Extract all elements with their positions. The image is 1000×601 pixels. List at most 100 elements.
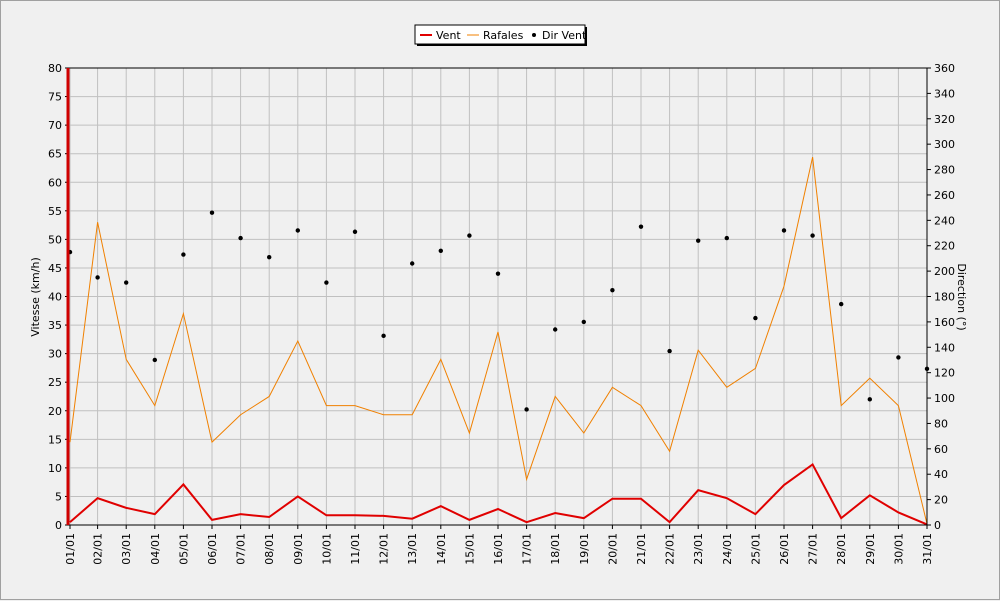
point-dir-vent bbox=[581, 319, 586, 325]
series-vent bbox=[69, 462, 928, 526]
legend-label-dir-vent: Dir Vent bbox=[542, 29, 587, 42]
y2-tick-label: 280 bbox=[934, 164, 955, 177]
point-dir-vent bbox=[753, 315, 758, 321]
series-layer bbox=[67, 157, 930, 526]
y2-tick-label: 340 bbox=[934, 87, 955, 100]
x-tick-label: 01/01 bbox=[64, 533, 77, 565]
y2-tick-label: 100 bbox=[934, 392, 955, 405]
x-tick-label: 17/01 bbox=[521, 533, 534, 565]
x-tick-label: 10/01 bbox=[320, 533, 333, 565]
x-tick-label: 15/01 bbox=[463, 533, 476, 565]
y-tick-label: 20 bbox=[48, 405, 62, 418]
x-tick-label: 13/01 bbox=[406, 533, 419, 565]
point-dir-vent bbox=[553, 327, 558, 332]
point-dir-vent bbox=[352, 229, 358, 234]
series-dir-vent bbox=[67, 210, 930, 412]
point-dir-vent bbox=[209, 210, 215, 215]
x-tick-label: 14/01 bbox=[435, 533, 448, 565]
point-dir-vent bbox=[467, 233, 472, 238]
point-dir-vent bbox=[295, 228, 300, 233]
y2-tick-label: 260 bbox=[934, 189, 955, 202]
point-dir-vent bbox=[896, 355, 901, 360]
y2-tick-label: 220 bbox=[934, 240, 955, 253]
y-tick-label: 0 bbox=[55, 519, 62, 532]
y2-tick-label: 120 bbox=[934, 367, 955, 380]
x-tick-label: 22/01 bbox=[664, 533, 677, 565]
y-tick-label: 50 bbox=[48, 233, 62, 246]
legend-swatch-dir-vent bbox=[532, 33, 536, 37]
x-tick-label: 23/01 bbox=[692, 533, 705, 565]
y-tick-label: 80 bbox=[48, 62, 62, 75]
x-tick-label: 21/01 bbox=[635, 533, 648, 565]
x-tick-label: 11/01 bbox=[349, 533, 362, 565]
x-tick-label: 25/01 bbox=[749, 533, 762, 565]
y-tick-label: 5 bbox=[55, 490, 62, 503]
point-dir-vent bbox=[696, 238, 701, 243]
point-dir-vent bbox=[95, 275, 100, 280]
y-tick-label: 40 bbox=[48, 291, 62, 304]
x-tick-label: 20/01 bbox=[606, 533, 619, 565]
y-tick-label: 35 bbox=[48, 319, 62, 332]
point-dir-vent bbox=[638, 224, 644, 229]
y-tick-label: 75 bbox=[48, 91, 62, 104]
point-dir-vent bbox=[667, 348, 672, 354]
x-tick-label: 28/01 bbox=[835, 533, 848, 565]
y2-tick-label: 240 bbox=[934, 214, 955, 227]
y-tick-label: 70 bbox=[48, 119, 62, 132]
y2-axis-label: Direction (°) bbox=[955, 263, 968, 330]
point-dir-vent bbox=[810, 233, 815, 238]
y2-tick-label: 80 bbox=[934, 417, 948, 430]
x-tick-label: 05/01 bbox=[177, 533, 190, 565]
y-tick-label: 30 bbox=[48, 348, 62, 361]
series-line-rafales bbox=[69, 157, 928, 524]
x-tick-label: 31/01 bbox=[921, 533, 934, 565]
point-dir-vent bbox=[267, 254, 272, 260]
y-tick-label: 60 bbox=[48, 176, 62, 189]
y-tick-label: 55 bbox=[48, 205, 62, 218]
y2-tick-label: 20 bbox=[934, 494, 948, 507]
y2-tick-label: 140 bbox=[934, 341, 955, 354]
point-dir-vent bbox=[238, 235, 243, 241]
x-tick-label: 26/01 bbox=[778, 533, 791, 565]
point-dir-vent bbox=[438, 248, 443, 253]
point-dir-vent bbox=[324, 280, 329, 285]
point-dir-vent bbox=[381, 333, 386, 339]
y-tick-label: 65 bbox=[48, 148, 62, 161]
x-tick-label: 09/01 bbox=[292, 533, 305, 565]
x-tick-label: 16/01 bbox=[492, 533, 505, 565]
x-tick-label: 29/01 bbox=[864, 533, 877, 565]
point-dir-vent bbox=[839, 301, 844, 307]
point-dir-vent bbox=[495, 271, 501, 276]
y-tick-label: 15 bbox=[48, 433, 62, 446]
x-tick-label: 02/01 bbox=[92, 533, 105, 565]
y-tick-label: 45 bbox=[48, 262, 62, 275]
point-dir-vent bbox=[781, 228, 787, 233]
y2-tick-label: 200 bbox=[934, 265, 955, 278]
point-dir-vent bbox=[124, 280, 129, 285]
y2-tick-label: 160 bbox=[934, 316, 955, 329]
x-axis: 01/01 02/01 03/01 04/01 05/01 06/01 07/01 08/01… bbox=[64, 525, 934, 565]
x-tick-label: 03/01 bbox=[120, 533, 133, 565]
series-line-vent bbox=[69, 462, 928, 526]
legend: Vent Rafales Dir Vent bbox=[414, 24, 587, 46]
y2-tick-label: 300 bbox=[934, 138, 955, 151]
grid-lines bbox=[69, 67, 928, 526]
point-dir-vent bbox=[410, 261, 415, 266]
x-tick-label: 06/01 bbox=[206, 533, 219, 565]
x-tick-label: 24/01 bbox=[721, 533, 734, 565]
y2-tick-label: 60 bbox=[934, 443, 948, 456]
point-dir-vent bbox=[152, 357, 157, 363]
series-rafales bbox=[69, 157, 928, 524]
x-tick-label: 08/01 bbox=[263, 533, 276, 565]
x-tick-label: 30/01 bbox=[892, 533, 905, 565]
y2-tick-label: 40 bbox=[934, 468, 948, 481]
legend-box bbox=[414, 24, 586, 45]
x-tick-label: 04/01 bbox=[149, 533, 162, 565]
legend-label-rafales: Rafales bbox=[483, 29, 524, 42]
x-tick-label: 18/01 bbox=[549, 533, 562, 565]
y-tick-label: 10 bbox=[48, 462, 62, 475]
x-tick-label: 19/01 bbox=[578, 533, 591, 565]
right-axis: 0 20 40 60 80 100 120 140 160 180 200 220 240 260 280 3… bbox=[927, 62, 955, 532]
